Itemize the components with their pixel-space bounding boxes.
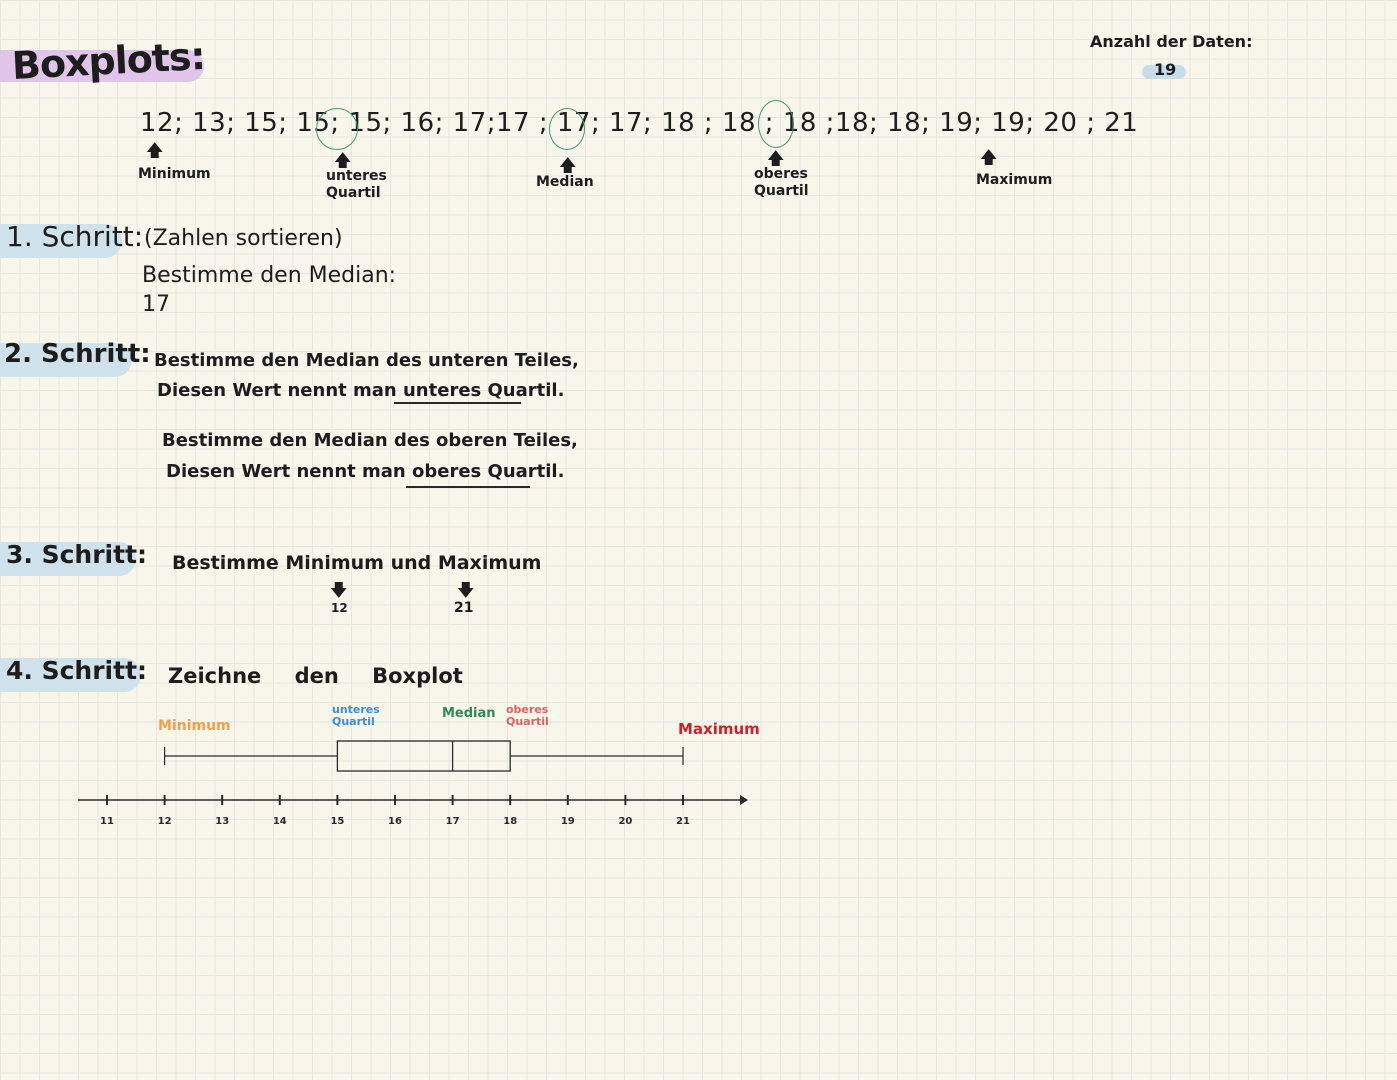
step-2-underline-1 bbox=[394, 402, 521, 404]
maximum-marker: Maximum bbox=[976, 172, 1053, 188]
axis-tick-label: 12 bbox=[158, 816, 172, 827]
step-3-label: 3. Schritt: bbox=[6, 540, 148, 569]
step-2-line-4: Diesen Wert nennt man oberes Quartil. bbox=[166, 461, 565, 482]
axis-tick-label: 18 bbox=[503, 816, 517, 827]
minimum-arrow-icon: 🡅 bbox=[146, 141, 164, 161]
step-3-max-value: 21 bbox=[454, 600, 474, 616]
axis-tick-label: 16 bbox=[388, 816, 402, 827]
upper-quartile-marker: oberes Quartil bbox=[754, 166, 809, 199]
step-2-highlight bbox=[0, 343, 132, 377]
axis-tick-label: 11 bbox=[100, 816, 114, 827]
median-circle bbox=[549, 108, 585, 150]
axis-tick-label: 19 bbox=[561, 816, 575, 827]
quartile-box bbox=[336, 740, 511, 772]
boxplot-lower-quartile-label: unteres Quartil bbox=[332, 703, 380, 728]
axis-tick-label: 17 bbox=[446, 816, 460, 827]
step-1-highlight bbox=[0, 224, 122, 258]
step-1-line-3: 17 bbox=[142, 292, 170, 317]
step-3-highlight bbox=[0, 542, 136, 576]
step-3-min-value: 12 bbox=[331, 601, 348, 615]
step-1-line-2: Bestimme den Median: bbox=[142, 263, 397, 288]
step-2-underline-2 bbox=[406, 486, 530, 488]
boxplot-maximum-label: Maximum bbox=[678, 720, 760, 738]
step-3-line-1: Bestimme Minimum und Maximum bbox=[172, 552, 542, 574]
lower-quartile-marker: unteres Quartil bbox=[326, 168, 387, 201]
median-arrow-icon: 🡅 bbox=[559, 156, 577, 176]
data-count-value: 19 bbox=[1154, 60, 1177, 79]
step-1-label: 1. Schritt: bbox=[6, 220, 144, 253]
boxplot-upper-quartile-label: oberes Quartil bbox=[506, 703, 549, 728]
boxplot-median-label: Median bbox=[442, 706, 496, 721]
axis-tick-label: 13 bbox=[215, 816, 229, 827]
max-down-arrow-icon: 🡇 bbox=[457, 581, 475, 601]
upper-quartile-circle bbox=[758, 100, 794, 148]
step-2-label: 2. Schritt: bbox=[4, 339, 151, 369]
lower-quartile-arrow-icon: 🡅 bbox=[334, 151, 352, 171]
title-highlight bbox=[0, 50, 204, 82]
data-count-highlight bbox=[1142, 65, 1186, 79]
upper-quartile-arrow-icon: 🡅 bbox=[767, 149, 785, 169]
axis-tick-label: 20 bbox=[618, 816, 632, 827]
min-down-arrow-icon: 🡇 bbox=[330, 581, 348, 601]
sorted-sequence: 12; 13; 15; 15; 15; 16; 17;17 ; 17; 17; … bbox=[140, 108, 1139, 138]
step-4-line-1: Zeichne den Boxplot bbox=[168, 664, 463, 688]
step-2-line-2: Diesen Wert nennt man unteres Quartil. bbox=[157, 380, 565, 401]
step-4-label: 4. Schritt: bbox=[6, 656, 148, 685]
axis-tick-label: 14 bbox=[273, 816, 287, 827]
step-4-highlight bbox=[0, 658, 141, 692]
minimum-marker: Minimum bbox=[138, 166, 211, 182]
median-marker: Median bbox=[536, 174, 594, 190]
axis-arrow-icon bbox=[740, 795, 748, 805]
maximum-arrow-icon: 🡅 bbox=[980, 148, 998, 168]
axis-tick-label: 15 bbox=[330, 816, 344, 827]
step-2-line-1: Bestimme den Median des unteren Teiles, bbox=[154, 350, 579, 371]
data-count-label: Anzahl der Daten: bbox=[1090, 32, 1253, 51]
lower-quartile-circle bbox=[316, 108, 358, 150]
step-1-line-1: (Zahlen sortieren) bbox=[144, 226, 343, 251]
step-2-line-3: Bestimme den Median des oberen Teiles, bbox=[162, 430, 578, 451]
boxplot-minimum-label: Minimum bbox=[158, 718, 231, 734]
axis-tick-label: 21 bbox=[676, 816, 690, 827]
